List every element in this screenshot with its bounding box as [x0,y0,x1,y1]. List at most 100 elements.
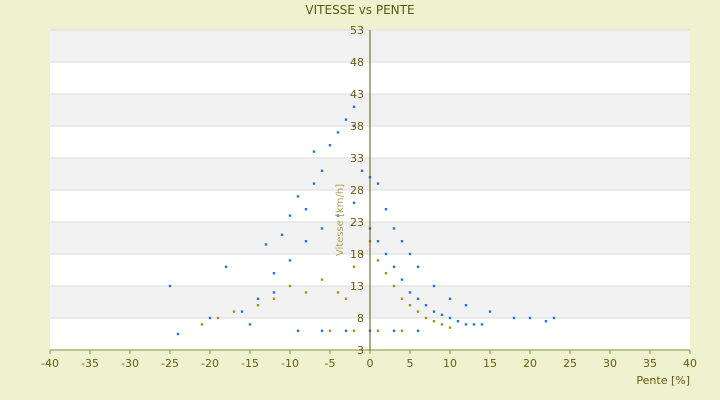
data-point [320,169,324,172]
data-point [400,329,404,332]
data-point [200,323,204,326]
x-tick-label: 30 [603,357,617,370]
data-point [432,320,436,323]
data-point [352,265,356,268]
data-point [392,265,396,268]
data-point [352,105,356,108]
y-tick-label: 13 [350,280,364,293]
x-tick-label: -15 [241,357,259,370]
data-point [344,118,348,121]
data-point [240,310,244,313]
data-point [304,240,308,243]
data-point [312,150,316,153]
data-point [416,310,420,313]
data-point [424,316,428,320]
data-point [248,323,252,326]
data-point [408,252,412,256]
data-point [448,297,452,300]
data-point [480,323,484,326]
x-tick-label: 5 [407,357,414,370]
data-point [272,291,276,294]
data-point [288,214,292,217]
x-tick-labels: -40 -35 -30 -25 -20 -15 -10 -5 0 5 10 15 20 25 30 35 40 [41,350,697,370]
data-point [336,291,340,294]
x-tick-label: -20 [201,357,219,370]
x-tick-label: 10 [443,357,457,370]
data-point [376,182,380,185]
y-tick-label: 53 [350,24,364,37]
data-point [352,124,356,128]
data-point [384,252,388,256]
data-point [352,329,356,332]
data-point [464,323,468,326]
data-point [448,316,452,320]
data-point [272,272,276,275]
x-tick-label: 0 [367,357,374,370]
data-point [304,291,308,294]
data-point [232,310,236,313]
data-point [328,144,332,147]
y-tick-label: 8 [357,312,364,325]
data-point [408,304,412,307]
y-tick-label: 3 [357,344,364,357]
y-axis-label: Vitesse [km/h] [335,184,346,256]
data-point [328,329,332,332]
data-point [464,304,468,307]
y-tick-label: 38 [350,120,364,133]
x-tick-label: 15 [483,357,497,370]
x-tick-label: 35 [643,357,657,370]
data-point [344,297,348,300]
data-point [288,259,292,262]
data-point [400,297,404,300]
data-point [400,278,404,281]
data-point [360,169,364,172]
data-point [280,233,284,236]
y-tick-label: 18 [350,248,364,261]
data-point [264,243,268,246]
data-point [472,323,476,326]
data-point [384,208,388,211]
data-point [320,329,324,332]
data-point [424,304,428,307]
data-point [352,201,356,204]
data-point [392,329,396,332]
data-point [448,326,452,329]
y-tick-label: 33 [350,152,364,165]
data-point [376,259,380,262]
data-point [168,284,172,288]
data-point [256,304,260,307]
data-point [432,310,436,313]
data-point [456,320,460,323]
data-point [416,265,420,268]
data-point [552,316,556,320]
data-point [488,310,492,313]
data-point [400,240,404,243]
data-point [224,265,228,268]
data-point [384,272,388,275]
x-tick-label: -40 [41,357,59,370]
data-point [296,195,300,198]
x-tick-label: -25 [161,357,179,370]
data-point [544,320,548,323]
data-point [304,208,308,211]
data-point [376,240,380,243]
x-tick-label: 25 [563,357,577,370]
data-point [216,316,220,320]
y-tick-label: 23 [350,216,364,229]
x-tick-label: -35 [81,357,99,370]
x-tick-label: -30 [121,357,139,370]
data-point [360,252,364,256]
x-tick-label: 20 [523,357,537,370]
data-point [336,131,340,134]
data-points [168,105,556,336]
data-point [272,297,276,300]
y-tick-label: 48 [350,56,364,69]
x-tick-label: -10 [281,357,299,370]
data-point [256,297,260,300]
x-tick-label: 40 [683,357,697,370]
data-point [296,329,300,332]
x-tick-label: -5 [325,357,336,370]
data-point [208,316,212,320]
